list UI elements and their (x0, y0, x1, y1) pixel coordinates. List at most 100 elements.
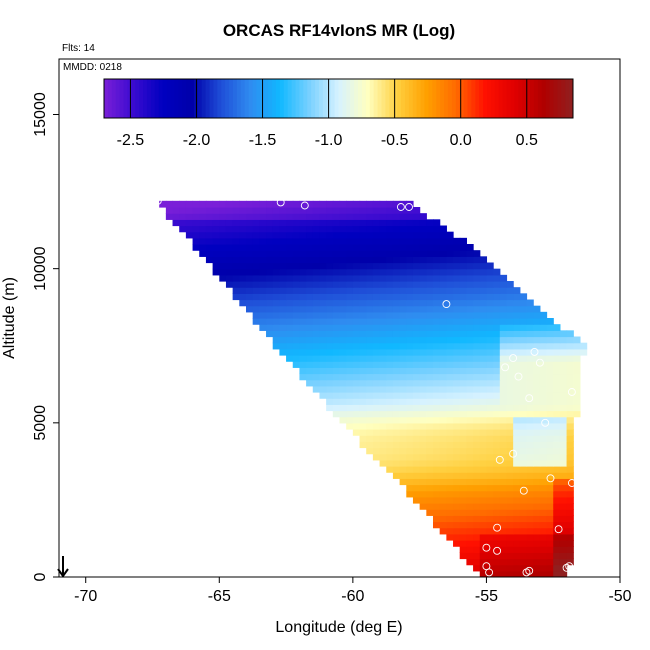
heatmap-cell (252, 299, 260, 307)
heatmap-cell (406, 281, 414, 288)
heatmap-cell (553, 416, 561, 424)
heatmap-cell (459, 398, 467, 405)
heatmap-cell (306, 373, 314, 381)
heatmap-cell (466, 392, 474, 399)
colorbar-swatch (318, 79, 324, 118)
heatmap-cell (225, 268, 234, 276)
heatmap-cell (526, 558, 534, 566)
heatmap-cell (185, 213, 194, 220)
heatmap-cell (399, 207, 407, 214)
heatmap-cell (359, 367, 367, 375)
heatmap-cell (165, 207, 174, 214)
heatmap-cell (366, 404, 374, 412)
heatmap-cell (259, 213, 267, 220)
heatmap-cell (553, 392, 561, 399)
heatmap-cell (559, 410, 568, 418)
heatmap-cell (346, 404, 354, 412)
heatmap-cell (573, 404, 581, 412)
heatmap-cell (386, 200, 394, 208)
heatmap-cell (513, 447, 521, 455)
heatmap-cell (559, 484, 568, 492)
heatmap-cell (546, 348, 554, 356)
heatmap-cell (379, 231, 387, 239)
heatmap-cell (359, 441, 367, 449)
heatmap-cell (339, 299, 347, 307)
heatmap-cell (559, 348, 568, 356)
heatmap-cell (506, 478, 514, 486)
heatmap-cell (559, 441, 568, 449)
heatmap-cell (493, 496, 501, 504)
heatmap-cell (479, 336, 488, 344)
heatmap-cell (499, 311, 508, 319)
heatmap-cell (225, 231, 234, 239)
heatmap-cell (546, 546, 554, 553)
heatmap-cell (513, 459, 521, 467)
heatmap-cell (506, 385, 514, 393)
heatmap-cell (246, 200, 254, 208)
heatmap-cell (352, 429, 361, 436)
heatmap-cell (539, 447, 548, 455)
heatmap-cell (419, 453, 427, 461)
colorbar-swatch (182, 79, 187, 118)
heatmap-cell (386, 373, 394, 381)
heatmap-cell (366, 262, 374, 270)
heatmap-cell (459, 422, 467, 430)
heatmap-cell (513, 404, 521, 412)
colorbar-swatch (174, 79, 179, 118)
heatmap-cell (352, 274, 361, 282)
heatmap-cell (473, 250, 481, 257)
heatmap-cell (493, 490, 501, 498)
heatmap-cell (379, 305, 387, 313)
heatmap-cell (466, 484, 474, 492)
heatmap-cell (553, 472, 561, 479)
heatmap-cell (526, 490, 534, 498)
heatmap-cell (292, 311, 301, 319)
heatmap-cell (346, 342, 354, 350)
heatmap-cell (499, 299, 508, 307)
heatmap-cell (306, 287, 314, 294)
colorbar-swatch (166, 79, 171, 118)
heatmap-cell (399, 293, 407, 301)
heatmap-cell (473, 453, 481, 461)
colorbar-swatch (295, 79, 300, 118)
heatmap-cell (539, 533, 548, 541)
heatmap-cell (199, 219, 207, 227)
heatmap-cell (459, 361, 467, 368)
heatmap-cell (332, 262, 341, 270)
heatmap-cell (232, 219, 240, 227)
heatmap-cell (486, 379, 494, 387)
heatmap-cell (486, 262, 494, 270)
heatmap-cell (366, 287, 374, 294)
heatmap-cell (473, 281, 481, 288)
heatmap-cell (399, 237, 407, 245)
heatmap-cell (266, 213, 274, 220)
heatmap-cell (546, 367, 554, 375)
heatmap-cell (339, 348, 347, 356)
heatmap-cell (499, 379, 508, 387)
heatmap-cell (459, 527, 467, 535)
heatmap-cell (473, 287, 481, 294)
colorbar-swatch (330, 79, 336, 118)
heatmap-cell (272, 342, 280, 350)
heatmap-cell (506, 367, 514, 375)
heatmap-cell (326, 268, 334, 276)
heatmap-cell (493, 546, 501, 553)
colorbar-swatch (197, 79, 203, 118)
heatmap-cell (286, 200, 294, 208)
heatmap-cell (332, 379, 341, 387)
heatmap-cell (419, 484, 427, 492)
heatmap-cell (499, 564, 508, 572)
heatmap-cell (559, 570, 568, 577)
heatmap-cell (433, 281, 441, 288)
heatmap-cell (232, 225, 240, 233)
heatmap-cell (332, 200, 341, 208)
x-axis: -70 -65 -60 -55 -50 (74, 577, 632, 605)
heatmap-cell (453, 453, 461, 461)
heatmap-cell (486, 367, 494, 375)
heatmap-cell (533, 404, 541, 412)
heatmap-cell (419, 287, 427, 294)
heatmap-cell (459, 385, 467, 393)
heatmap-cell (493, 398, 501, 405)
heatmap-cell (185, 219, 194, 227)
heatmap-cell (439, 441, 447, 449)
